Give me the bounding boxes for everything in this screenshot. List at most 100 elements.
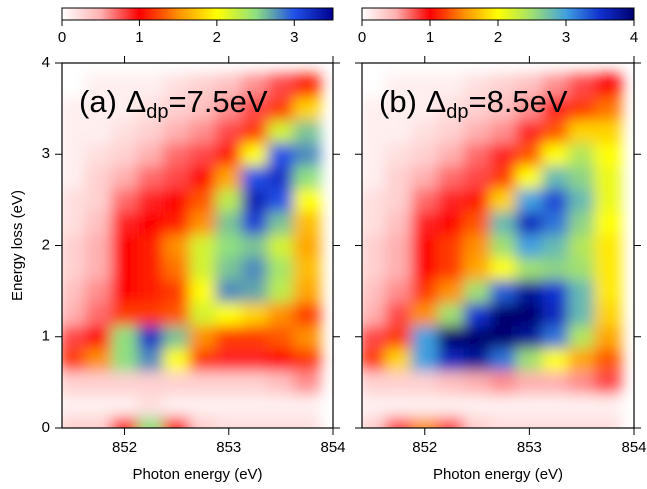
- heat-cell: [137, 73, 165, 98]
- heat-cell: [189, 142, 217, 167]
- heat-cell: [385, 187, 413, 212]
- heat-cell: [489, 119, 517, 144]
- x-tick-label: 852: [112, 439, 137, 456]
- heat-cell: [515, 256, 543, 281]
- heat-cell: [489, 393, 517, 418]
- heat-cell: [568, 165, 596, 189]
- heat-cell: [293, 393, 321, 418]
- heat-cell: [189, 347, 217, 372]
- panel-title: (a) Δdp=7.5eV: [79, 84, 268, 123]
- heat-cell: [84, 187, 113, 212]
- heat-cell: [594, 324, 622, 349]
- heat-cell: [568, 73, 596, 98]
- heat-cell: [137, 416, 165, 428]
- heat-cell: [568, 256, 596, 281]
- heat-cell: [362, 96, 387, 121]
- heat-cell: [594, 416, 622, 428]
- heat-cell: [189, 165, 217, 189]
- heat-cell: [163, 347, 191, 372]
- heat-cell: [137, 347, 165, 372]
- heat-cell: [189, 302, 217, 326]
- heat-cell: [163, 210, 191, 235]
- heat-cell: [267, 73, 295, 98]
- heat-cell: [111, 142, 139, 167]
- heat-cell: [463, 279, 491, 304]
- heat-cell: [189, 370, 217, 395]
- x-tick-label: 852: [412, 439, 437, 456]
- heat-cell: [385, 142, 413, 167]
- heat-cell: [267, 256, 295, 281]
- colorbar-tick-label: 0: [358, 29, 366, 46]
- heat-cell: [385, 96, 413, 121]
- heat-cell: [411, 279, 439, 304]
- heat-cell: [411, 416, 439, 428]
- heat-cell: [215, 393, 243, 418]
- y-tick-label: 1: [42, 328, 50, 345]
- heat-cell: [568, 416, 596, 428]
- heat-cell: [241, 279, 269, 304]
- panel-title: (b) Δdp=8.5eV: [379, 84, 568, 123]
- heat-cell: [594, 73, 622, 98]
- heat-cell: [541, 165, 570, 189]
- heat-cell: [385, 210, 413, 235]
- heat-cell: [267, 279, 295, 304]
- heat-cell: [385, 302, 413, 326]
- heat-cell: [241, 165, 269, 189]
- heat-cell: [541, 119, 570, 144]
- heat-cell: [241, 142, 269, 167]
- heat-cell: [84, 370, 113, 395]
- heat-cell: [385, 416, 413, 428]
- heat-cell: [594, 279, 622, 304]
- heat-cell: [594, 165, 622, 189]
- title-part: dp: [146, 101, 168, 123]
- heat-cell: [189, 96, 217, 121]
- heat-cell: [515, 233, 543, 258]
- heat-cell: [111, 73, 139, 98]
- heat-cell: [111, 370, 139, 395]
- heat-cell: [163, 393, 191, 418]
- heat-cell: [437, 324, 465, 349]
- heat-cell: [293, 119, 321, 144]
- heat-cell: [293, 165, 321, 189]
- heat-cell: [62, 96, 86, 121]
- heat-cell: [189, 187, 217, 212]
- heat-cell: [84, 119, 113, 144]
- heat-cell: [293, 324, 321, 349]
- heat-cell: [541, 416, 570, 428]
- heat-cell: [411, 165, 439, 189]
- plot-area: [62, 73, 321, 428]
- heat-cell: [463, 96, 491, 121]
- heat-cell: [111, 279, 139, 304]
- heat-cell: [489, 302, 517, 326]
- heat-cell: [411, 302, 439, 326]
- heat-cell: [189, 73, 217, 98]
- heat-cell: [362, 302, 387, 326]
- heat-cell: [293, 187, 321, 212]
- heat-cell: [437, 210, 465, 235]
- heat-cell: [163, 370, 191, 395]
- heat-cell: [568, 347, 596, 372]
- heat-cell: [515, 119, 543, 144]
- heat-cell: [137, 165, 165, 189]
- y-axis-label: Energy loss (eV): [9, 190, 26, 301]
- heat-cell: [568, 279, 596, 304]
- heat-cell: [437, 96, 465, 121]
- heat-cell: [515, 370, 543, 395]
- heat-cell: [541, 324, 570, 349]
- x-tick-label: 854: [320, 439, 345, 456]
- heat-cell: [293, 210, 321, 235]
- heat-cell: [541, 210, 570, 235]
- heat-cell: [385, 233, 413, 258]
- heat-cell: [137, 142, 165, 167]
- heat-cell: [594, 119, 622, 144]
- heat-cell: [293, 302, 321, 326]
- heat-cell: [437, 256, 465, 281]
- heat-cell: [84, 73, 113, 98]
- heat-cell: [189, 256, 217, 281]
- heat-cell: [594, 142, 622, 167]
- heat-cell: [215, 347, 243, 372]
- heat-cell: [137, 187, 165, 212]
- heat-cell: [437, 73, 465, 98]
- heat-cell: [489, 416, 517, 428]
- heat-cell: [463, 210, 491, 235]
